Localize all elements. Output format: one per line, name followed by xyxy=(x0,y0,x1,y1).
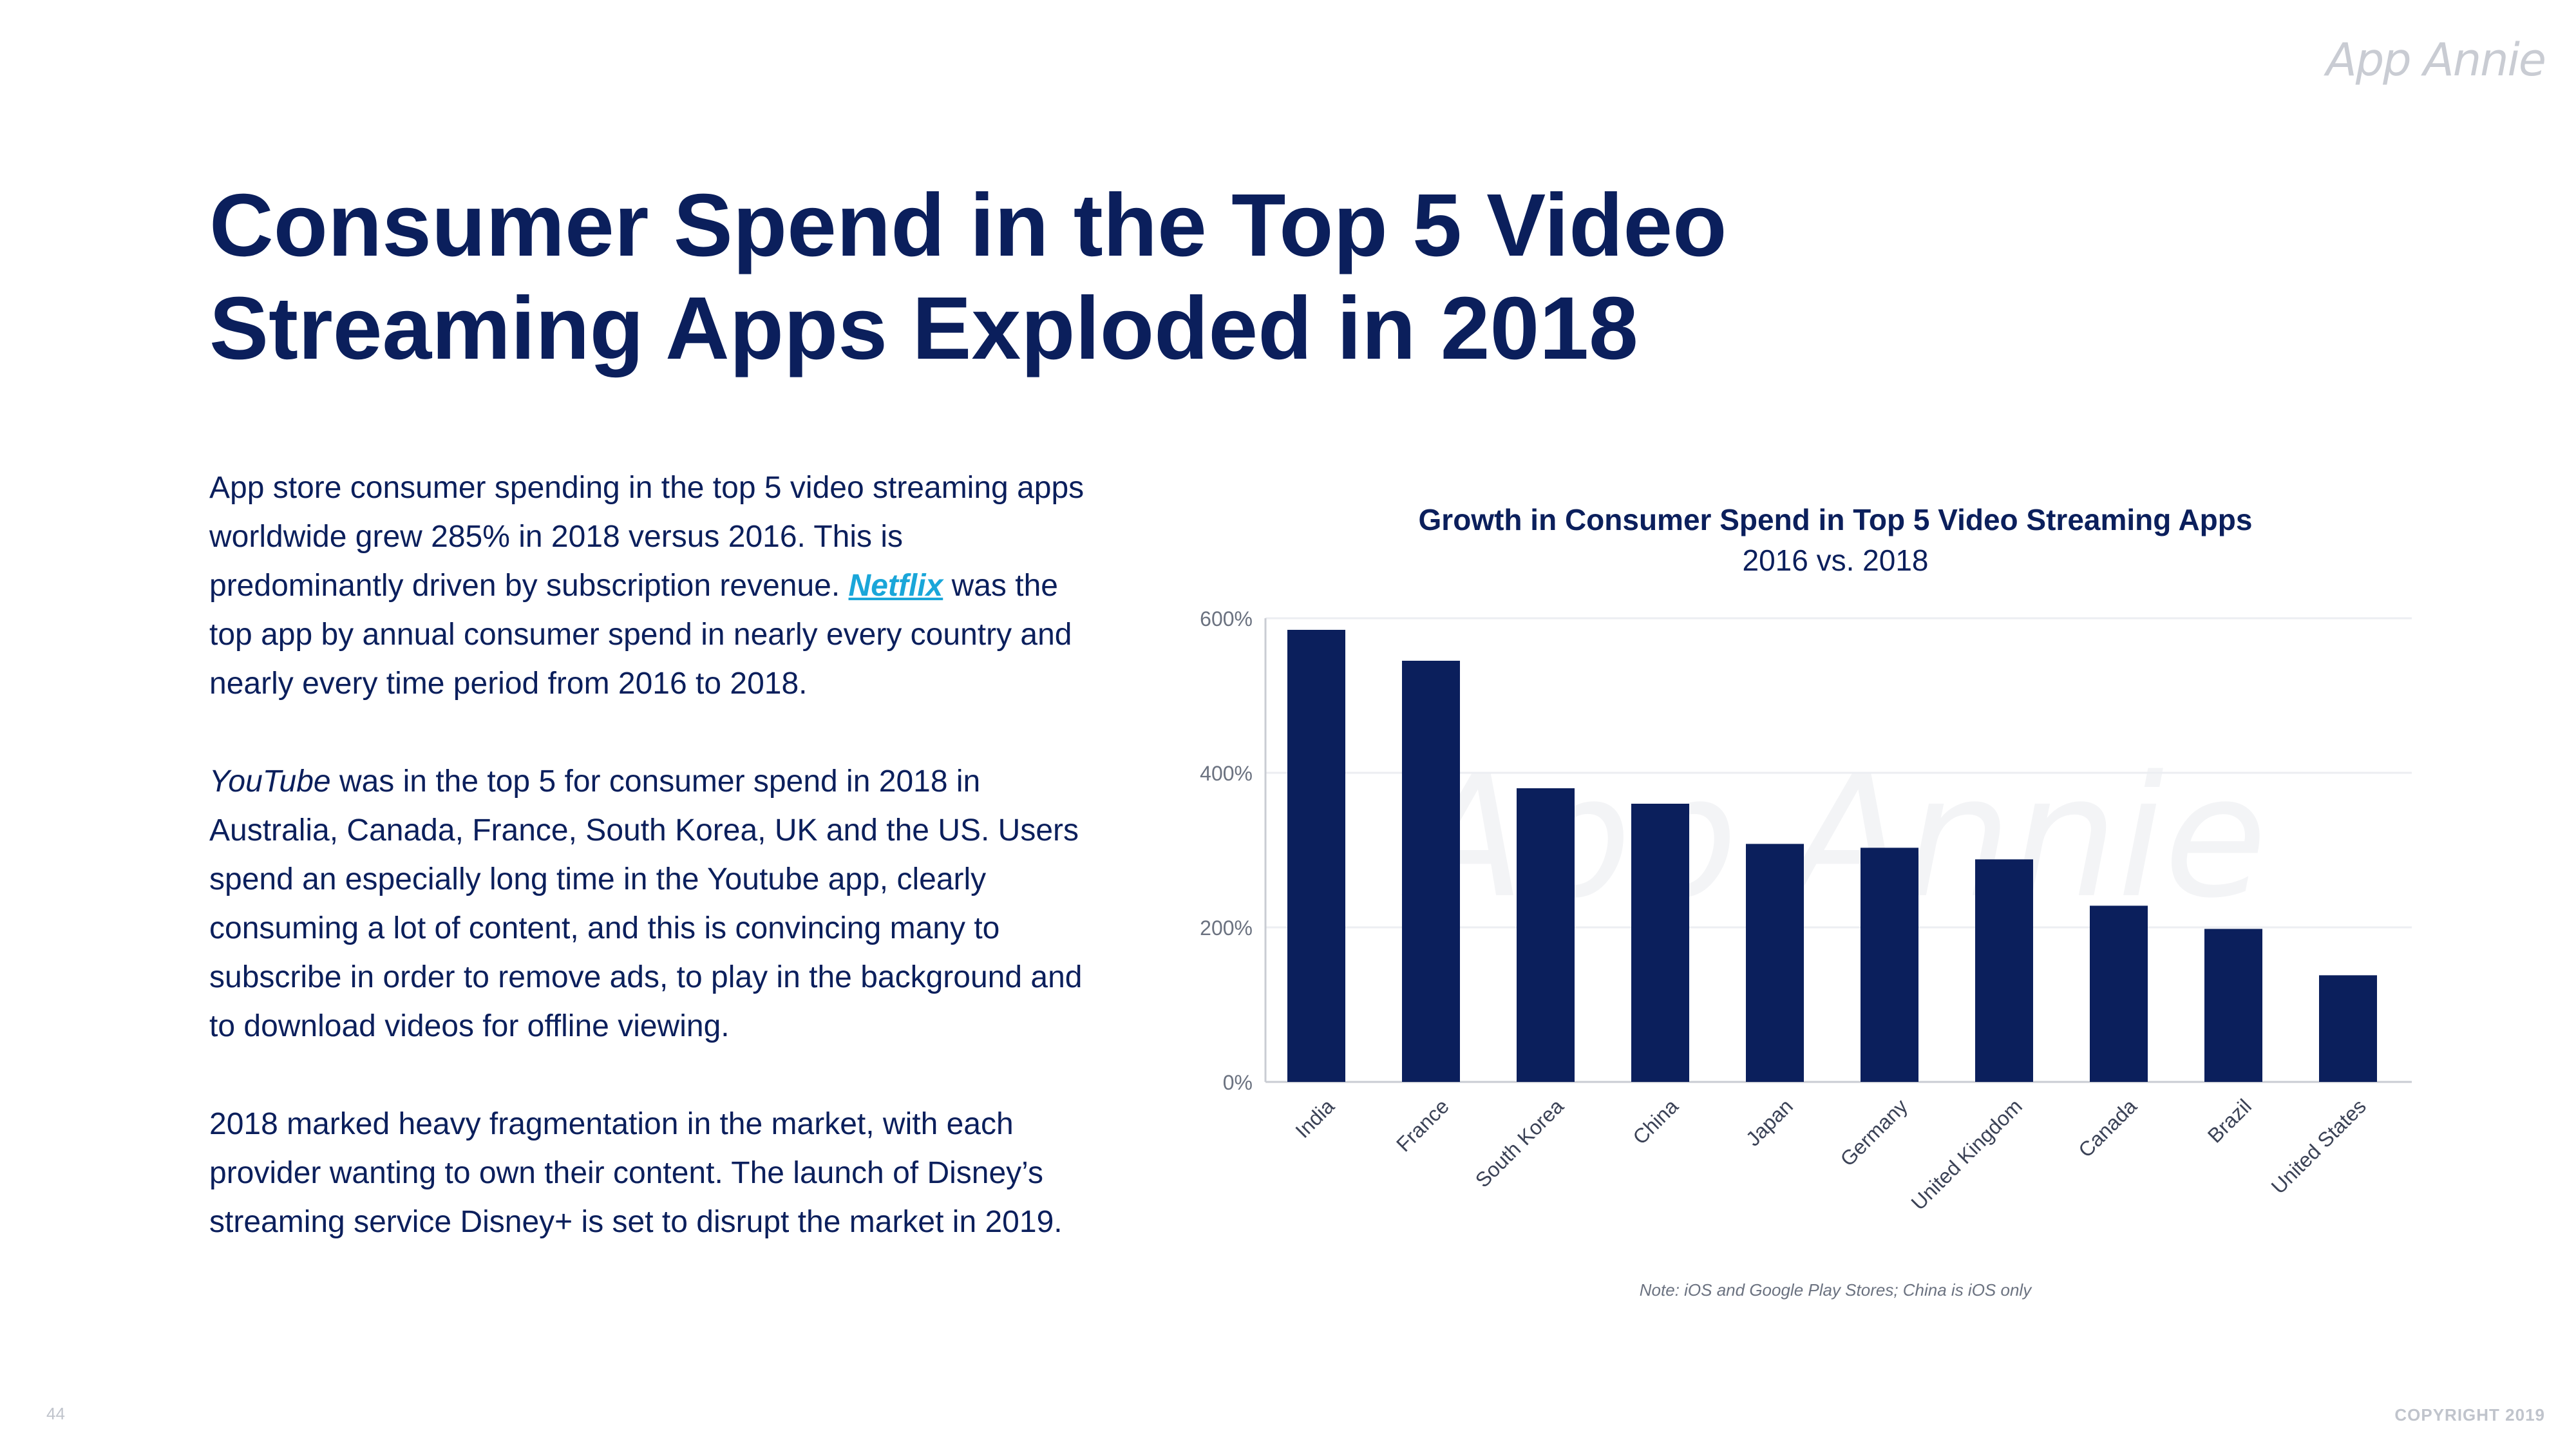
paragraph-netflix: App store consumer spending in the top 5… xyxy=(209,464,1085,708)
copyright-text: COPYRIGHT 2019 xyxy=(2394,1405,2545,1425)
x-tick-label: United Kingdom xyxy=(1906,1094,2026,1214)
paragraph-youtube: YouTube was in the top 5 for consumer sp… xyxy=(209,757,1085,1051)
page-title-line-1: Consumer Spend in the Top 5 Video xyxy=(209,176,1727,275)
app-annie-logo: App Annie xyxy=(2325,33,2546,86)
bar-china xyxy=(1631,804,1689,1082)
x-tick-label: China xyxy=(1628,1094,1683,1149)
bar-united-kingdom xyxy=(1975,859,2033,1082)
x-tick-label: Japan xyxy=(1741,1094,1797,1150)
body-text: App store consumer spending in the top 5… xyxy=(209,464,1085,1296)
bar-south-korea xyxy=(1517,788,1575,1082)
x-tick-label: United States xyxy=(2267,1094,2371,1198)
page-title: Consumer Spend in the Top 5 Video Stream… xyxy=(209,174,1819,380)
x-tick-label: Canada xyxy=(2074,1094,2141,1162)
bar-canada xyxy=(2090,905,2148,1082)
page-number: 44 xyxy=(46,1404,65,1423)
bar-india xyxy=(1287,630,1345,1082)
x-tick-label: Germany xyxy=(1835,1094,1912,1171)
x-tick-label: France xyxy=(1392,1094,1454,1156)
x-tick-label: India xyxy=(1291,1094,1339,1142)
bar-brazil xyxy=(2204,929,2262,1082)
page-title-line-2: Streaming Apps Exploded in 2018 xyxy=(209,279,1638,378)
bar-japan xyxy=(1746,844,1804,1082)
chart-title: Growth in Consumer Spend in Top 5 Video … xyxy=(1418,503,2253,536)
x-tick-label: Brazil xyxy=(2203,1094,2256,1147)
bar-united-states xyxy=(2319,975,2377,1082)
bar-france xyxy=(1402,661,1460,1082)
y-tick-label: 600% xyxy=(1200,607,1253,630)
y-tick-label: 200% xyxy=(1200,916,1253,940)
youtube-emphasis: YouTube xyxy=(209,764,331,799)
paragraph-fragmentation: 2018 marked heavy fragmentation in the m… xyxy=(209,1107,1063,1239)
bar-germany xyxy=(1861,848,1918,1082)
paragraph-netflix-text-b: was the top app by annual consumer spend… xyxy=(209,569,1072,701)
paragraph-netflix-text-a: App store consumer spending in the top 5… xyxy=(209,471,1084,603)
netflix-link[interactable]: Netflix xyxy=(848,569,943,603)
x-tick-label: South Korea xyxy=(1471,1094,1568,1191)
y-tick-label: 0% xyxy=(1223,1071,1253,1094)
paragraph-youtube-text: was in the top 5 for consumer spend in 2… xyxy=(209,764,1083,1043)
chart-note: Note: iOS and Google Play Stores; China … xyxy=(1639,1280,2032,1300)
y-tick-label: 400% xyxy=(1200,762,1253,785)
chart-subtitle: 2016 vs. 2018 xyxy=(1742,544,1929,577)
